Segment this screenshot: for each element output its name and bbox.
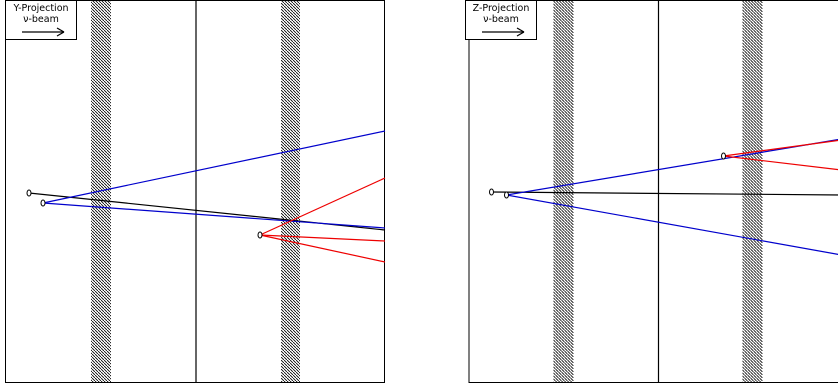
- projection-label: Z-Projection: [472, 3, 530, 14]
- vertex-marker: [721, 152, 726, 160]
- beam-label: ν-beam: [483, 14, 519, 25]
- projection-legend: Y-Projection ν-beam: [5, 0, 77, 40]
- vertex-marker: [26, 189, 32, 197]
- projection-label: Y-Projection: [13, 3, 69, 14]
- red-track-middle: [259, 234, 386, 242]
- vertex-marker: [40, 199, 46, 207]
- hatched-absorber-2: [281, 1, 300, 382]
- blue-track-lower: [42, 202, 386, 229]
- beam-arrow-icon: [22, 27, 65, 37]
- projection-legend: Z-Projection ν-beam: [465, 0, 537, 40]
- vertex-marker: [257, 231, 263, 239]
- red-track-lower: [259, 234, 386, 263]
- frame: [5, 0, 385, 383]
- y-projection-plot: [5, 0, 386, 383]
- red-track-upper: [723, 139, 838, 157]
- hatched-absorber-1: [91, 1, 111, 382]
- y-projection-panel: Y-Projection ν-beam: [5, 0, 386, 386]
- z-projection-plot: [468, 0, 838, 383]
- hatched-absorber-1: [553, 1, 574, 382]
- hatched-absorber-2: [742, 1, 763, 382]
- beam-arrow-icon: [482, 27, 525, 37]
- blue-track-lower: [506, 194, 838, 255]
- blue-track-upper: [42, 130, 386, 204]
- black-track: [491, 191, 838, 196]
- z-projection-panel: Z-Projection ν-beam: [465, 0, 838, 386]
- red-track-upper: [259, 177, 386, 236]
- vertex-marker: [489, 188, 494, 196]
- red-track-lower: [723, 155, 838, 171]
- blue-track-upper: [506, 138, 838, 196]
- vertex-marker: [504, 191, 509, 199]
- beam-label: ν-beam: [23, 14, 59, 25]
